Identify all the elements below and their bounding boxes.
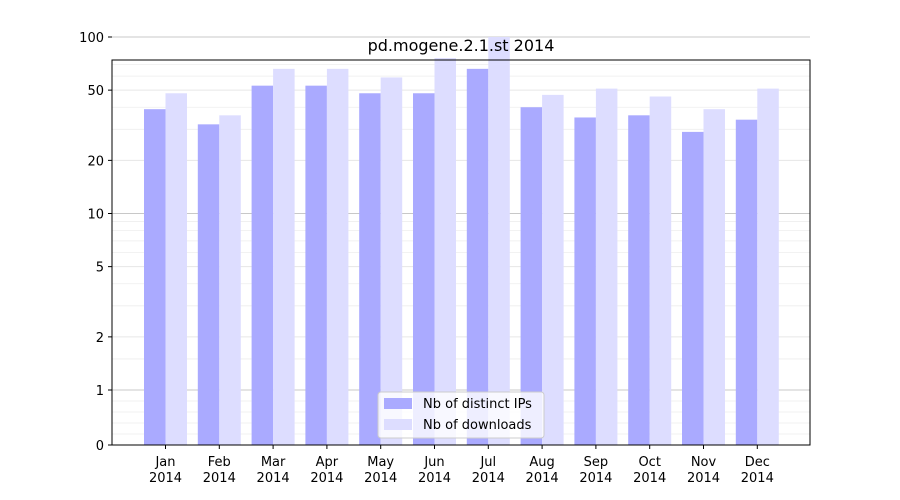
plot-frame bbox=[111, 59, 811, 446]
bar-distinct-ips-nov bbox=[682, 131, 704, 445]
x-tick-label: Jul 2014 bbox=[472, 455, 505, 486]
bar-downloads-apr bbox=[326, 68, 349, 445]
bar-distinct-ips-dec bbox=[735, 119, 758, 445]
bar-distinct-ips-mar bbox=[251, 85, 274, 445]
x-tick-label: Sep 2014 bbox=[579, 455, 612, 486]
x-tick-label: Aug 2014 bbox=[526, 455, 559, 486]
bar-downloads-jun bbox=[434, 58, 456, 445]
legend-label-ips: Nb of distinct IPs bbox=[423, 397, 532, 412]
y-tick-label: 50 bbox=[87, 84, 104, 99]
bar-distinct-ips-jan bbox=[144, 109, 166, 445]
y-tick-label: 5 bbox=[96, 261, 104, 276]
y-axis: 0 1 2 5 10 20 50 100 bbox=[79, 31, 112, 454]
x-tick-label: Jun 2014 bbox=[418, 455, 451, 486]
x-tick-label: Nov 2014 bbox=[687, 455, 720, 486]
y-tick-label: 0 bbox=[96, 439, 104, 454]
bar-downloads-mar bbox=[273, 68, 295, 445]
bar-distinct-ips-oct bbox=[628, 115, 650, 445]
bar-distinct-ips-sep bbox=[574, 117, 596, 446]
x-tick-label: Jan 2014 bbox=[149, 455, 182, 486]
y-tick-label: 20 bbox=[87, 154, 104, 169]
bar-distinct-ips-jul bbox=[466, 68, 489, 445]
bar-downloads-jan bbox=[165, 93, 187, 445]
legend-swatch-downloads bbox=[384, 419, 412, 430]
x-axis: Jan 2014 Feb 2014 Mar 2014 Apr 2014 May 2014 Jun 20… bbox=[149, 445, 774, 486]
bar-downloads-feb bbox=[219, 115, 241, 445]
bar-downloads-may bbox=[380, 77, 403, 446]
x-tick-label: Oct 2014 bbox=[633, 455, 666, 486]
chart-title: pd.mogene.2.1.st 2014 bbox=[368, 36, 555, 55]
bar-downloads-nov bbox=[703, 109, 725, 445]
bars-layer bbox=[144, 37, 779, 446]
x-tick-label: Apr 2014 bbox=[310, 455, 343, 486]
bar-downloads-sep bbox=[595, 88, 618, 445]
y-tick-label: 10 bbox=[87, 208, 104, 223]
bar-distinct-ips-jun bbox=[413, 93, 435, 445]
y-tick-label: 100 bbox=[79, 31, 104, 46]
x-tick-label: Dec 2014 bbox=[741, 455, 774, 486]
y-tick-label: 2 bbox=[96, 331, 104, 346]
x-tick-label: May 2014 bbox=[364, 455, 397, 486]
bar-distinct-ips-may bbox=[359, 93, 381, 445]
x-tick-label: Feb 2014 bbox=[203, 455, 236, 486]
bar-downloads-oct bbox=[649, 96, 672, 445]
bar-downloads-aug bbox=[542, 94, 564, 445]
bar-distinct-ips-feb bbox=[197, 124, 220, 445]
bar-distinct-ips-apr bbox=[305, 85, 327, 445]
axes-layer bbox=[111, 59, 811, 446]
legend-box bbox=[377, 391, 545, 439]
legend: Nb of distinct IPs Nb of downloads bbox=[377, 391, 545, 439]
legend-swatch-ips bbox=[384, 398, 412, 409]
bar-downloads-dec bbox=[757, 88, 779, 445]
legend-label-downloads: Nb of downloads bbox=[423, 418, 532, 433]
bar-downloads-jul bbox=[488, 37, 510, 445]
x-tick-label: Mar 2014 bbox=[257, 455, 290, 486]
bar-distinct-ips-aug bbox=[520, 107, 543, 445]
y-tick-label: 1 bbox=[96, 384, 104, 399]
